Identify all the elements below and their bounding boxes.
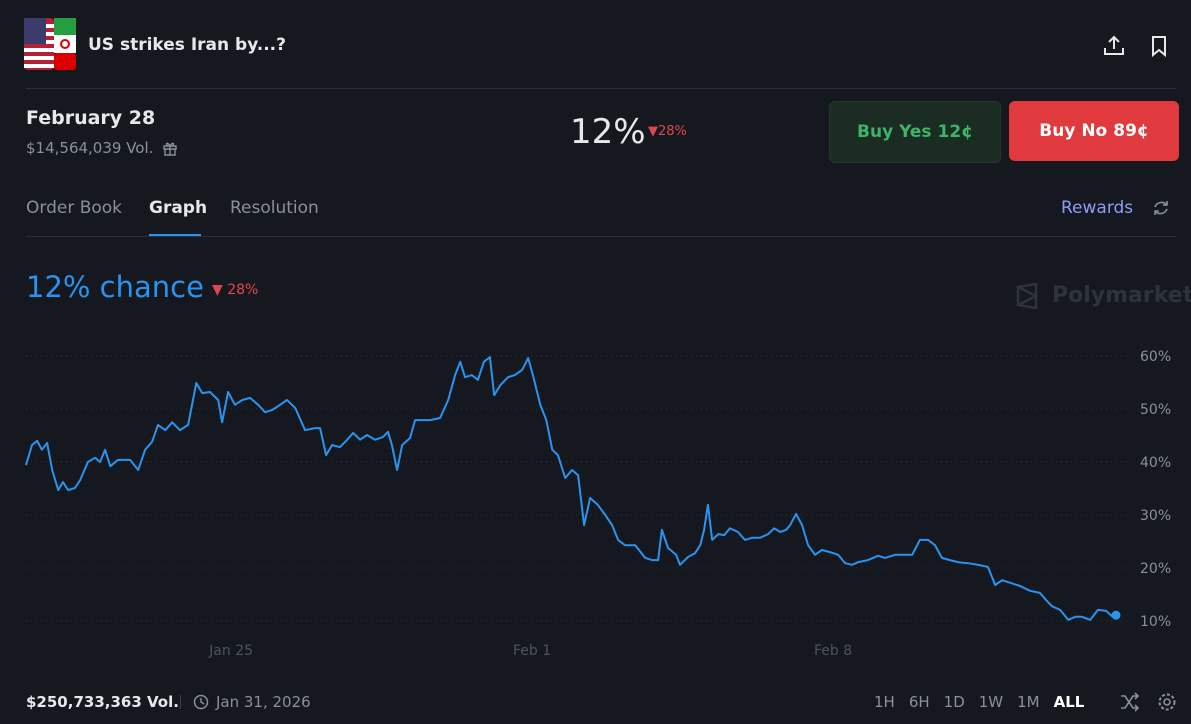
header-icons[interactable] — [1102, 34, 1172, 58]
market-icon — [24, 18, 76, 70]
down-arrow: ▼ — [648, 124, 658, 139]
range-option[interactable]: 1D — [943, 693, 965, 711]
buy-yes-button[interactable]: Buy Yes 12¢ — [829, 101, 1001, 163]
range-option[interactable]: 6H — [908, 693, 930, 711]
range-option[interactable]: 1H — [874, 693, 895, 711]
buy-no-price: 89¢ — [1113, 121, 1149, 141]
tab[interactable]: Order Book — [26, 198, 123, 218]
chart-title: 12% chance — [26, 270, 204, 304]
change-value: 28% — [658, 124, 687, 139]
tab-underline — [149, 234, 201, 236]
y-tick-label: 10% — [1140, 614, 1171, 630]
y-tick-label: 60% — [1140, 349, 1171, 365]
y-tick-label: 40% — [1140, 455, 1171, 471]
market-volume: $14,564,039 Vol. — [26, 139, 154, 157]
footer-volume: $250,733,363 Vol. — [26, 693, 179, 711]
market-date: February 28 — [26, 107, 156, 129]
buy-no-label: Buy No — [1039, 121, 1108, 141]
tab-active[interactable]: Graph — [149, 198, 208, 218]
y-tick-label: 20% — [1140, 561, 1171, 577]
buy-yes-label: Buy Yes — [857, 122, 932, 142]
x-tick-label: Jan 25 — [208, 643, 253, 659]
market-title: US strikes Iran by...? — [88, 35, 286, 55]
probability: 12% — [570, 112, 646, 152]
price-line — [25, 356, 1117, 621]
buy-yes-price: 12¢ — [937, 122, 973, 142]
chart-controls[interactable] — [1119, 692, 1181, 712]
tab[interactable]: Resolution — [230, 198, 319, 218]
change-value: 28% — [227, 282, 259, 298]
range-option[interactable]: ALL — [1053, 693, 1085, 711]
x-tick-label: Feb 1 — [513, 643, 551, 659]
watermark-logo — [1016, 282, 1039, 310]
divider — [26, 88, 1176, 89]
rewards-link[interactable]: Rewards — [1061, 198, 1134, 218]
range-option[interactable]: 1M — [1017, 693, 1040, 711]
footer-date: Jan 31, 2026 — [216, 693, 311, 711]
chart-change: ▼ 28% — [212, 282, 258, 298]
down-arrow: ▼ — [212, 282, 223, 298]
current-point — [1111, 610, 1121, 620]
divider — [26, 236, 1176, 237]
clock-icon — [193, 694, 209, 710]
buy-no-button[interactable]: Buy No 89¢ — [1009, 101, 1179, 161]
probability-change: ▼28% — [648, 124, 687, 139]
y-tick-label: 30% — [1140, 508, 1171, 524]
separator — [180, 695, 181, 709]
range-option[interactable]: 1W — [978, 693, 1004, 711]
y-tick-label: 50% — [1140, 402, 1171, 418]
refresh-icon[interactable] — [1152, 199, 1170, 217]
gift-icon — [163, 142, 177, 156]
watermark: Polymarket — [1052, 283, 1191, 308]
x-tick-label: Feb 8 — [814, 643, 852, 659]
range-selector: 1H 6H 1D 1W 1M ALL — [874, 693, 1084, 711]
